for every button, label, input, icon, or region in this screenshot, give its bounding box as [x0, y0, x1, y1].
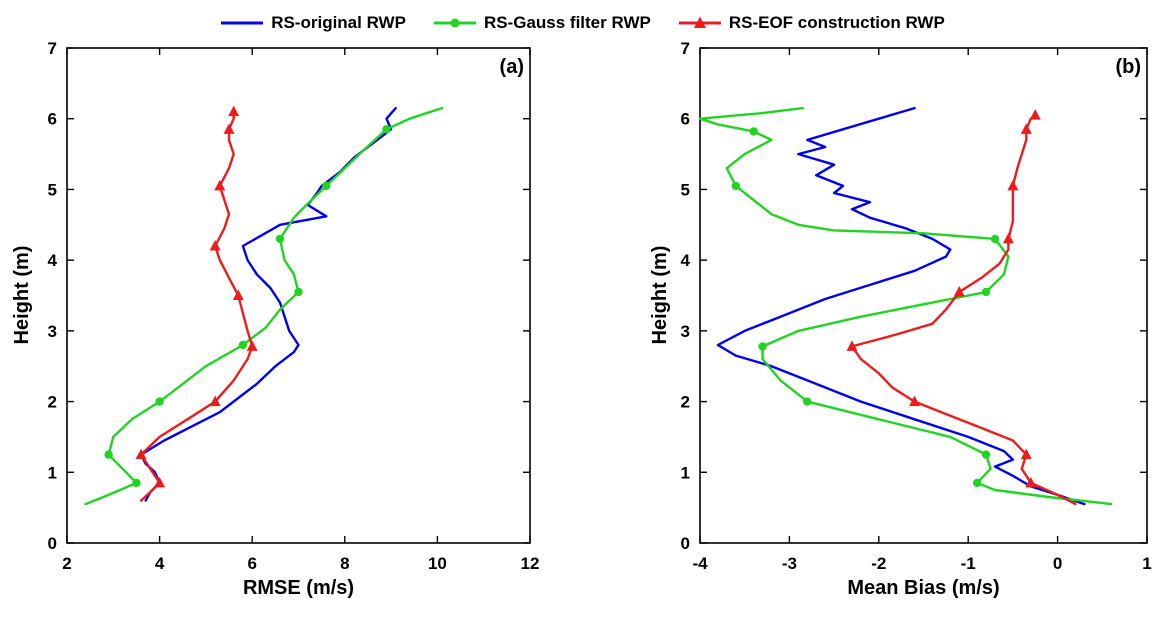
line-circle-sample-icon: [433, 18, 476, 28]
panels: 2 4 6 8 10 12 0 1 2 3 4 5 6 7 Height (m) RMSE (m/s) (…: [0, 40, 1164, 620]
svg-text:1: 1: [1142, 554, 1151, 573]
svg-text:2: 2: [48, 393, 57, 412]
legend-label: RS-EOF construction RWP: [728, 13, 945, 32]
svg-text:12: 12: [521, 554, 540, 573]
svg-text:-2: -2: [871, 554, 886, 573]
svg-text:1: 1: [48, 463, 57, 482]
legend-item-rs-original: RS-original RWP: [219, 13, 406, 33]
svg-text:8: 8: [340, 554, 349, 573]
svg-text:4: 4: [155, 554, 165, 573]
mean-bias-profile-chart: -4 -3 -2 -1 0 1 0 1 2 3 4 5 6 7: [681, 40, 1152, 573]
panel-a: 2 4 6 8 10 12 0 1 2 3 4 5 6 7 Height (m) RMSE (m/s) (…: [0, 40, 582, 620]
svg-text:5: 5: [48, 180, 57, 199]
svg-text:0: 0: [1053, 554, 1062, 573]
svg-text:6: 6: [681, 110, 690, 129]
line-sample-icon: [221, 21, 264, 25]
svg-text:10: 10: [428, 554, 447, 573]
circle-marker-icon: [450, 18, 460, 28]
legend: RS-original RWP RS-Gauss filter RWP RS-E…: [0, 6, 1164, 40]
svg-text:2: 2: [62, 554, 71, 573]
legend-item-rs-gauss: RS-Gauss filter RWP: [432, 13, 651, 33]
svg-text:3: 3: [48, 322, 57, 341]
x-axis-label: Mean Bias (m/s): [847, 577, 1000, 599]
svg-text:6: 6: [48, 110, 57, 129]
panel-letter-b: (b): [1115, 56, 1141, 78]
svg-text:4: 4: [48, 251, 58, 270]
svg-text:-3: -3: [782, 554, 797, 573]
svg-text:0: 0: [48, 534, 57, 553]
svg-text:5: 5: [681, 180, 690, 199]
y-axis-label: Height (m): [11, 245, 33, 345]
svg-text:-4: -4: [692, 554, 708, 573]
line-triangle-sample-icon: [678, 16, 721, 28]
svg-text:3: 3: [681, 322, 690, 341]
x-axis-label: RMSE (m/s): [242, 577, 355, 599]
svg-text:0: 0: [681, 534, 690, 553]
legend-label: RS-Gauss filter RWP: [483, 13, 651, 32]
y-axis-label: Height (m): [649, 245, 671, 345]
svg-text:-1: -1: [961, 554, 976, 573]
svg-text:4: 4: [681, 251, 691, 270]
svg-text:6: 6: [247, 554, 256, 573]
svg-text:7: 7: [681, 40, 690, 58]
legend-label: RS-original RWP: [271, 13, 406, 32]
panel-letter-a: (a): [499, 56, 524, 78]
svg-text:1: 1: [681, 463, 690, 482]
panel-b: -4 -3 -2 -1 0 1 0 1 2 3 4 5 6 7 Height (m) Mean Bias …: [582, 40, 1164, 620]
svg-text:2: 2: [681, 393, 690, 412]
triangle-marker-icon: [693, 16, 706, 28]
svg-text:7: 7: [48, 40, 57, 58]
legend-item-rs-eof: RS-EOF construction RWP: [677, 13, 945, 33]
